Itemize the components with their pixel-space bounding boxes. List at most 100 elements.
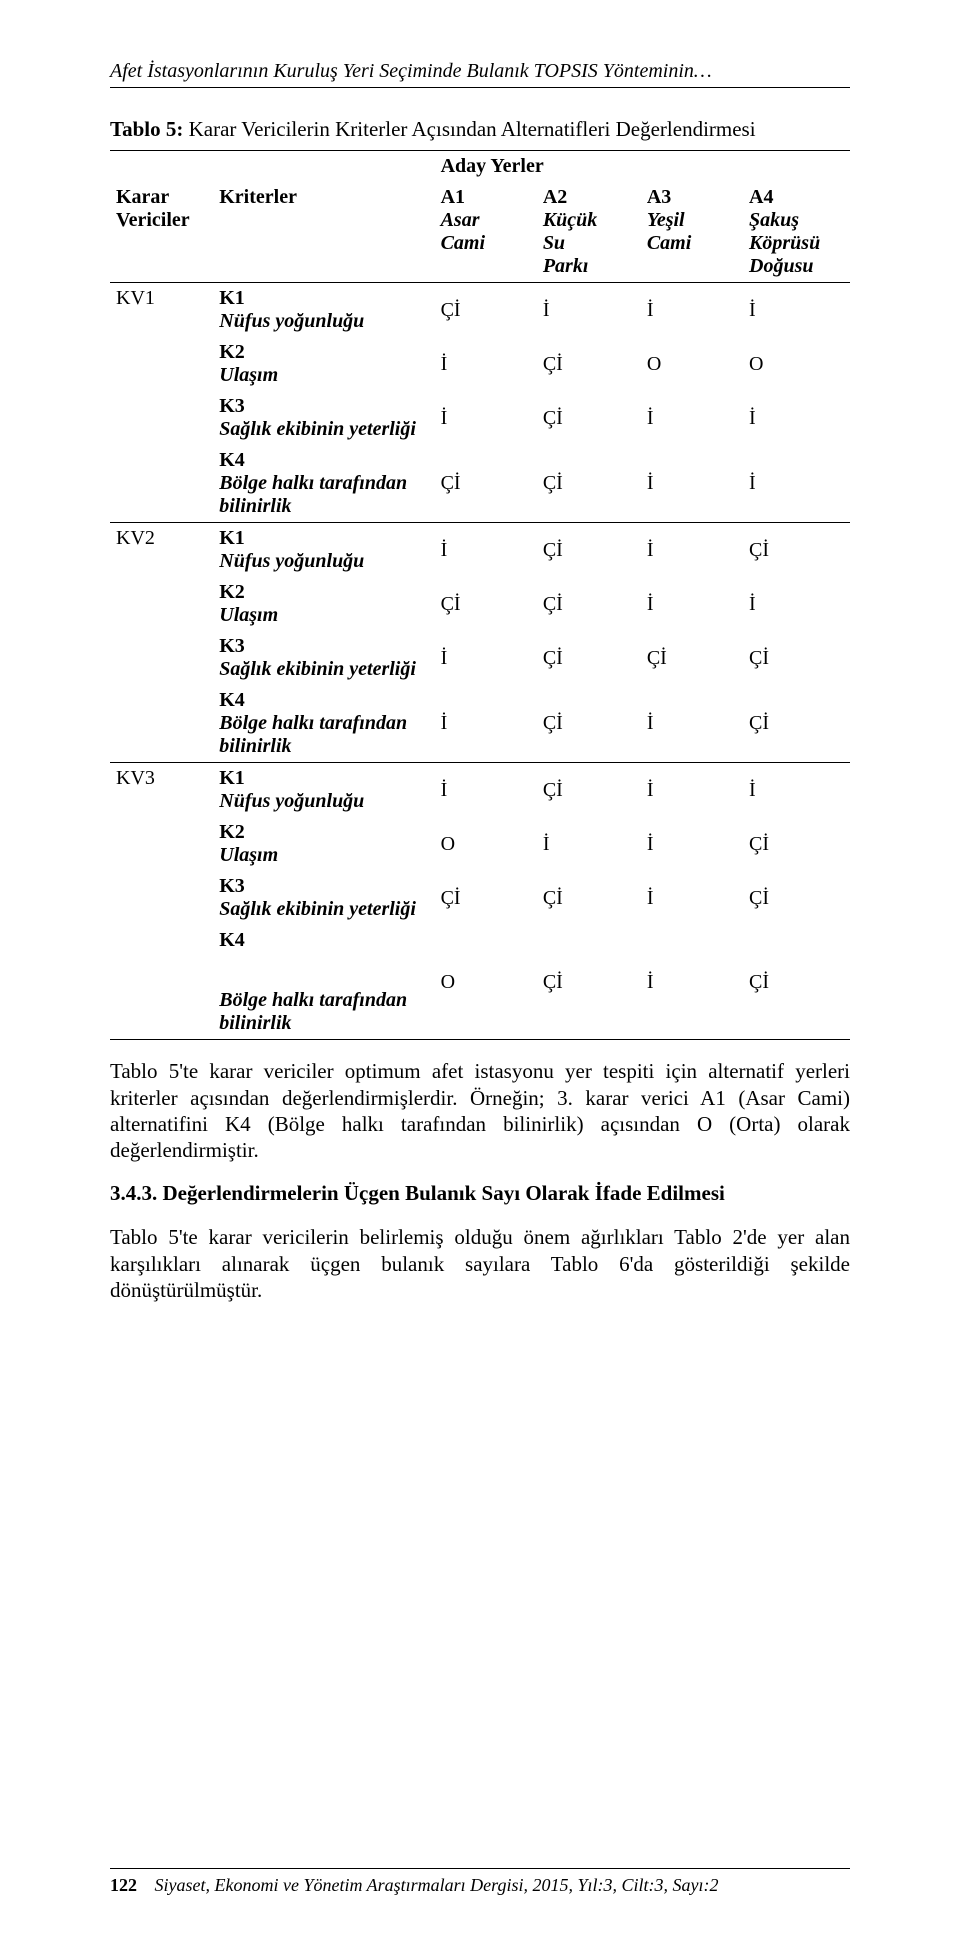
table5-crit-KV1-K1: K1Nüfus yoğunluğu: [213, 283, 434, 338]
table5-val-KV3-K4-A4: Çİ: [743, 925, 850, 1040]
table5-row-KV1-K2: K2UlaşımİÇİOO: [110, 337, 850, 391]
table5-crit-KV1-K4: K4Bölge halkı tarafındanbilinirlik: [213, 445, 434, 523]
table5-row-KV2-K2: K2UlaşımÇİÇİİİ: [110, 577, 850, 631]
table5-val-KV1-K4-A4: İ: [743, 445, 850, 523]
table5-crit-KV2-K2: K2Ulaşım: [213, 577, 434, 631]
table5-header-row-1: Aday Yerler: [110, 151, 850, 183]
table5-row-KV2-K1: KV2K1Nüfus yoğunluğuİÇİİÇİ: [110, 523, 850, 578]
table5-row-KV1-K3: K3Sağlık ekibinin yeterliğiİÇİİİ: [110, 391, 850, 445]
table5-val-KV3-K4-A3: İ: [641, 925, 743, 1040]
table5-val-KV1-K3-A2: Çİ: [537, 391, 641, 445]
table5-val-KV3-K1-A4: İ: [743, 763, 850, 818]
table5-val-KV2-K1-A3: İ: [641, 523, 743, 578]
table5-val-KV2-K1-A2: Çİ: [537, 523, 641, 578]
table5-crit-KV1-K3: K3Sağlık ekibinin yeterliği: [213, 391, 434, 445]
table5-val-KV2-K4-A3: İ: [641, 685, 743, 763]
table5-val-KV3-K1-A2: Çİ: [537, 763, 641, 818]
table5-alt-header-3: A4ŞakuşKöprüsüDoğusu: [743, 182, 850, 283]
footer-page-number: 122: [110, 1875, 150, 1896]
table5-h1-empty1: [110, 151, 213, 183]
table5-dm-KV3: KV3: [110, 763, 213, 1040]
table5-crit-KV2-K3: K3Sağlık ekibinin yeterliği: [213, 631, 434, 685]
table5-h1-empty2: [213, 151, 434, 183]
table5-header-row-2: KararVericilerKriterlerA1AsarCamiA2Küçük…: [110, 182, 850, 283]
table5-val-KV3-K2-A1: O: [435, 817, 537, 871]
paragraph-2: Tablo 5'te karar vericilerin belirlemiş …: [110, 1224, 850, 1303]
table5-val-KV2-K2-A4: İ: [743, 577, 850, 631]
table5-crit-KV2-K1: K1Nüfus yoğunluğu: [213, 523, 434, 578]
table5-val-KV1-K3-A4: İ: [743, 391, 850, 445]
table5-val-KV2-K1-A4: Çİ: [743, 523, 850, 578]
table5-val-KV3-K3-A3: İ: [641, 871, 743, 925]
table5-row-KV3-K3: K3Sağlık ekibinin yeterliğiÇİÇİİÇİ: [110, 871, 850, 925]
table5-val-KV2-K3-A3: Çİ: [641, 631, 743, 685]
table5-caption-rest: Karar Vericilerin Kriterler Açısından Al…: [183, 117, 755, 141]
table5-crit-KV3-K4: K4Bölge halkı tarafındanbilinirlik: [213, 925, 434, 1040]
table5-dm-KV1: KV1: [110, 283, 213, 523]
table5-val-KV3-K3-A2: Çİ: [537, 871, 641, 925]
page: Afet İstasyonlarının Kuruluş Yeri Seçimi…: [0, 0, 960, 1936]
table5-criteria-label: Kriterler: [213, 182, 434, 283]
table5-val-KV3-K3-A4: Çİ: [743, 871, 850, 925]
table5-dm-label: KararVericiler: [110, 182, 213, 283]
table5-val-KV3-K2-A3: İ: [641, 817, 743, 871]
page-footer: 122 Siyaset, Ekonomi ve Yönetim Araştırm…: [110, 1868, 850, 1896]
table5-val-KV1-K4-A1: Çİ: [435, 445, 537, 523]
table5-val-KV2-K3-A4: Çİ: [743, 631, 850, 685]
table5-val-KV3-K2-A2: İ: [537, 817, 641, 871]
footer-journal: Siyaset, Ekonomi ve Yönetim Araştırmalar…: [155, 1875, 719, 1895]
table5-alt-header-1: A2KüçükSuParkı: [537, 182, 641, 283]
table5-val-KV1-K1-A3: İ: [641, 283, 743, 338]
table5-val-KV1-K1-A4: İ: [743, 283, 850, 338]
footer-rule: [110, 1868, 850, 1869]
table5-val-KV3-K2-A4: Çİ: [743, 817, 850, 871]
table5-val-KV1-K1-A2: İ: [537, 283, 641, 338]
table5-row-KV3-K4: K4Bölge halkı tarafındanbilinirlikOÇİİÇİ: [110, 925, 850, 1040]
table5-alt-header-0: A1AsarCami: [435, 182, 537, 283]
table5-crit-KV3-K2: K2Ulaşım: [213, 817, 434, 871]
running-head: Afet İstasyonlarının Kuruluş Yeri Seçimi…: [110, 60, 850, 83]
table5-val-KV3-K1-A3: İ: [641, 763, 743, 818]
table5-val-KV1-K1-A1: Çİ: [435, 283, 537, 338]
table5-val-KV1-K2-A3: O: [641, 337, 743, 391]
table5-row-KV1-K1: KV1K1Nüfus yoğunluğuÇİİİİ: [110, 283, 850, 338]
subheading-343: 3.4.3. Değerlendirmelerin Üçgen Bulanık …: [110, 1181, 850, 1206]
table5-val-KV3-K1-A1: İ: [435, 763, 537, 818]
paragraph-1: Tablo 5'te karar vericiler optimum afet …: [110, 1058, 850, 1163]
footer-line: 122 Siyaset, Ekonomi ve Yönetim Araştırm…: [110, 1875, 850, 1896]
table5-crit-KV3-K1: K1Nüfus yoğunluğu: [213, 763, 434, 818]
table5-val-KV1-K2-A2: Çİ: [537, 337, 641, 391]
table5-dm-KV2: KV2: [110, 523, 213, 763]
table5: Aday YerlerKararVericilerKriterlerA1Asar…: [110, 150, 850, 1040]
table5-row-KV1-K4: K4Bölge halkı tarafındanbilinirlikÇİÇİİİ: [110, 445, 850, 523]
table5-row-KV3-K1: KV3K1Nüfus yoğunluğuİÇİİİ: [110, 763, 850, 818]
table5-val-KV2-K2-A1: Çİ: [435, 577, 537, 631]
table5-row-KV2-K3: K3Sağlık ekibinin yeterliğiİÇİÇİÇİ: [110, 631, 850, 685]
table5-val-KV1-K3-A3: İ: [641, 391, 743, 445]
table5-val-KV1-K4-A2: Çİ: [537, 445, 641, 523]
table5-val-KV3-K3-A1: Çİ: [435, 871, 537, 925]
table5-val-KV1-K2-A1: İ: [435, 337, 537, 391]
table5-row-KV2-K4: K4Bölge halkı tarafındanbilinirlikİÇİİÇİ: [110, 685, 850, 763]
table5-val-KV2-K2-A3: İ: [641, 577, 743, 631]
table5-val-KV2-K1-A1: İ: [435, 523, 537, 578]
table5-alt-group-label: Aday Yerler: [435, 151, 850, 183]
table5-val-KV2-K4-A1: İ: [435, 685, 537, 763]
header-rule: [110, 87, 850, 88]
table5-val-KV2-K2-A2: Çİ: [537, 577, 641, 631]
table5-val-KV2-K3-A1: İ: [435, 631, 537, 685]
table5-caption: Tablo 5: Karar Vericilerin Kriterler Açı…: [110, 116, 850, 142]
table5-alt-header-2: A3YeşilCami: [641, 182, 743, 283]
table5-crit-KV3-K3: K3Sağlık ekibinin yeterliği: [213, 871, 434, 925]
table5-val-KV3-K4-A1: O: [435, 925, 537, 1040]
table5-val-KV2-K4-A2: Çİ: [537, 685, 641, 763]
table5-caption-prefix: Tablo 5:: [110, 117, 183, 141]
table5-crit-KV2-K4: K4Bölge halkı tarafındanbilinirlik: [213, 685, 434, 763]
table5-val-KV2-K3-A2: Çİ: [537, 631, 641, 685]
table5-val-KV1-K2-A4: O: [743, 337, 850, 391]
table5-val-KV2-K4-A4: Çİ: [743, 685, 850, 763]
table5-val-KV1-K4-A3: İ: [641, 445, 743, 523]
table5-val-KV3-K4-A2: Çİ: [537, 925, 641, 1040]
table5-crit-KV1-K2: K2Ulaşım: [213, 337, 434, 391]
table5-val-KV1-K3-A1: İ: [435, 391, 537, 445]
